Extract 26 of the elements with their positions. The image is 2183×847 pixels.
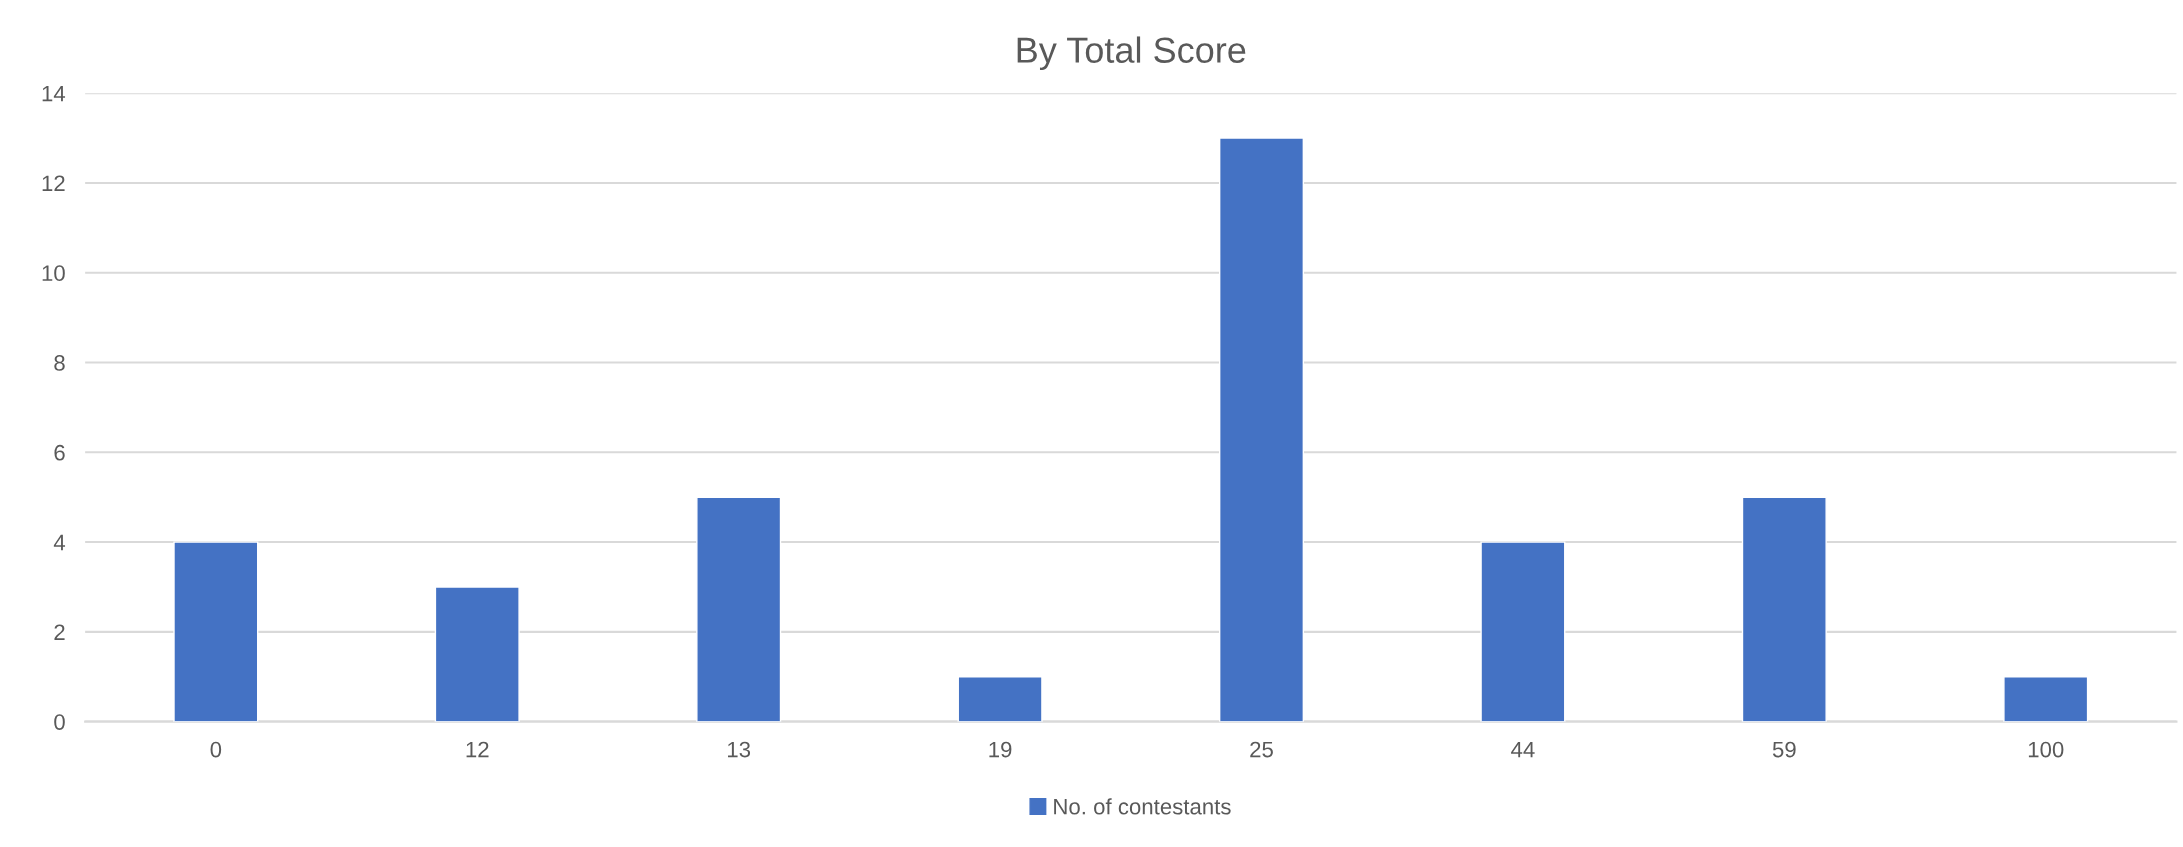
bar: [173, 541, 259, 722]
bar: [957, 676, 1043, 722]
x-tick-label: 100: [2028, 741, 2064, 758]
y-tick-label: 2: [54, 624, 65, 640]
y-tick-label: 10: [42, 265, 65, 281]
y-tick-label: 12: [42, 175, 65, 191]
bar: [434, 586, 520, 722]
x-tick-label: 19: [989, 741, 1012, 758]
y-tick-label: 8: [54, 355, 65, 371]
y-tick-label: 6: [54, 444, 65, 461]
x-tick-label: 13: [728, 741, 751, 758]
legend-label: No. of contestants: [1054, 798, 1231, 815]
x-tick-label: 0: [210, 741, 222, 758]
x-tick-label: 59: [1772, 741, 1796, 758]
bar: [2003, 676, 2089, 722]
y-tick-label: 14: [42, 85, 66, 102]
chart-title: By Total Score: [1017, 36, 1246, 71]
x-tick-label: 44: [1511, 741, 1535, 758]
bar: [1480, 541, 1566, 722]
y-tick-label: 4: [53, 534, 66, 551]
bar: [696, 496, 782, 722]
x-tick-label: 12: [466, 741, 489, 758]
bar: [1218, 137, 1305, 722]
x-tick-label: 25: [1250, 741, 1273, 758]
bar: [1741, 496, 1827, 722]
y-tick-label: 0: [54, 714, 65, 730]
